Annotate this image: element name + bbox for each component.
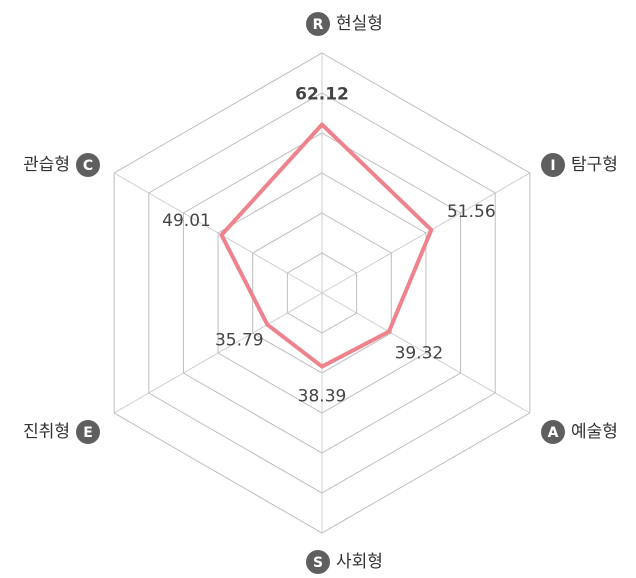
- grid-ring: [148, 92, 496, 494]
- axis-label: 관습형: [23, 155, 70, 175]
- axis-letter: S: [313, 555, 323, 571]
- axis-badge: [541, 420, 565, 444]
- value-label: 35.79: [215, 331, 264, 351]
- axis-label: 탐구형: [571, 155, 618, 175]
- grid-ring: [217, 172, 427, 414]
- axis-letter: E: [83, 425, 93, 441]
- grid-ring: [182, 132, 462, 454]
- axis-label: 예술형: [571, 422, 618, 442]
- value-label: 51.56: [447, 202, 496, 222]
- axis-badge: [541, 153, 565, 177]
- grid-ring: [252, 212, 392, 374]
- axis-letter: I: [550, 158, 555, 174]
- value-label: 49.01: [162, 211, 211, 231]
- axis-letter: C: [83, 158, 93, 174]
- axis-badge: [76, 420, 100, 444]
- value-label: 39.32: [395, 344, 444, 364]
- data-line: [219, 122, 434, 369]
- axis-label: 진취형: [23, 422, 70, 442]
- axis-letter: A: [548, 425, 559, 441]
- axis-letter: R: [313, 17, 324, 33]
- value-label: 38.39: [298, 387, 347, 407]
- axis-label: 사회형: [336, 552, 383, 572]
- axis-badge: [306, 550, 330, 574]
- grid-ring: [286, 252, 358, 334]
- axis-label: 현실형: [336, 14, 383, 34]
- axis-badge: [76, 153, 100, 177]
- value-label: 62.12: [295, 85, 349, 105]
- axis-badge: [306, 12, 330, 36]
- grid-ring: [113, 52, 531, 534]
